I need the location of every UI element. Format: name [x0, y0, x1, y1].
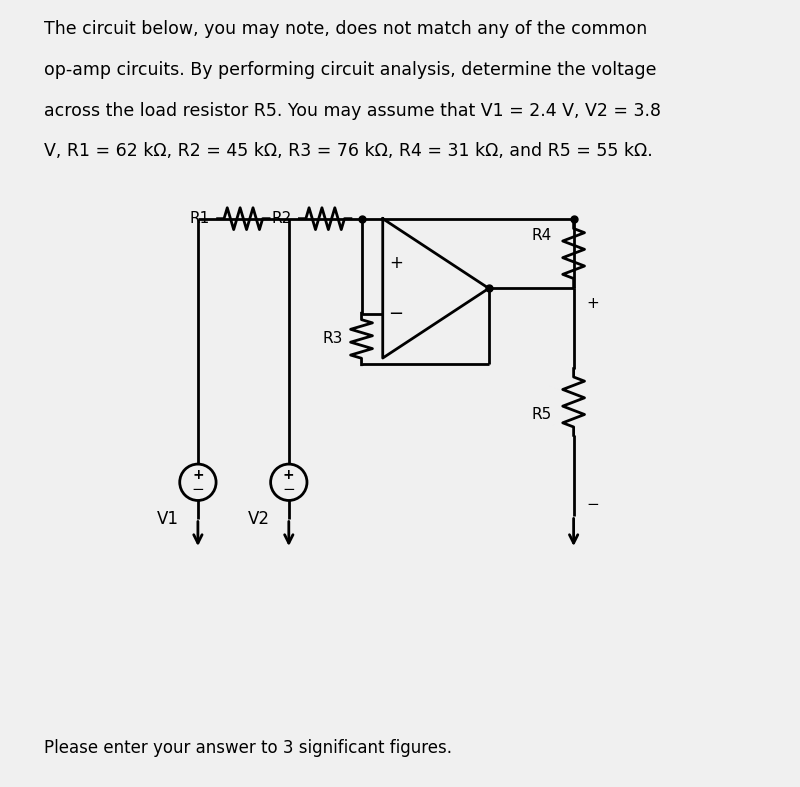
- Text: −: −: [586, 497, 599, 512]
- Text: +: +: [389, 254, 403, 272]
- Text: V, R1 = 62 kΩ, R2 = 45 kΩ, R3 = 76 kΩ, R4 = 31 kΩ, and R5 = 55 kΩ.: V, R1 = 62 kΩ, R2 = 45 kΩ, R3 = 76 kΩ, R…: [44, 142, 653, 161]
- Text: +: +: [192, 467, 204, 482]
- Text: R5: R5: [532, 407, 552, 422]
- Text: +: +: [586, 296, 599, 311]
- Text: R3: R3: [322, 331, 342, 346]
- Text: Please enter your answer to 3 significant figures.: Please enter your answer to 3 significan…: [44, 739, 452, 757]
- Text: V2: V2: [247, 510, 270, 527]
- Text: across the load resistor R5. You may assume that V1 = 2.4 V, V2 = 3.8: across the load resistor R5. You may ass…: [44, 102, 661, 120]
- Text: −: −: [191, 482, 204, 497]
- Text: R2: R2: [271, 211, 292, 226]
- Text: −: −: [282, 482, 295, 497]
- Text: op-amp circuits. By performing circuit analysis, determine the voltage: op-amp circuits. By performing circuit a…: [44, 61, 657, 79]
- Text: +: +: [283, 467, 294, 482]
- Text: The circuit below, you may note, does not match any of the common: The circuit below, you may note, does no…: [44, 20, 647, 38]
- Text: R4: R4: [532, 227, 552, 243]
- Text: V1: V1: [157, 510, 178, 527]
- Text: −: −: [389, 305, 404, 323]
- Text: R1: R1: [190, 211, 210, 226]
